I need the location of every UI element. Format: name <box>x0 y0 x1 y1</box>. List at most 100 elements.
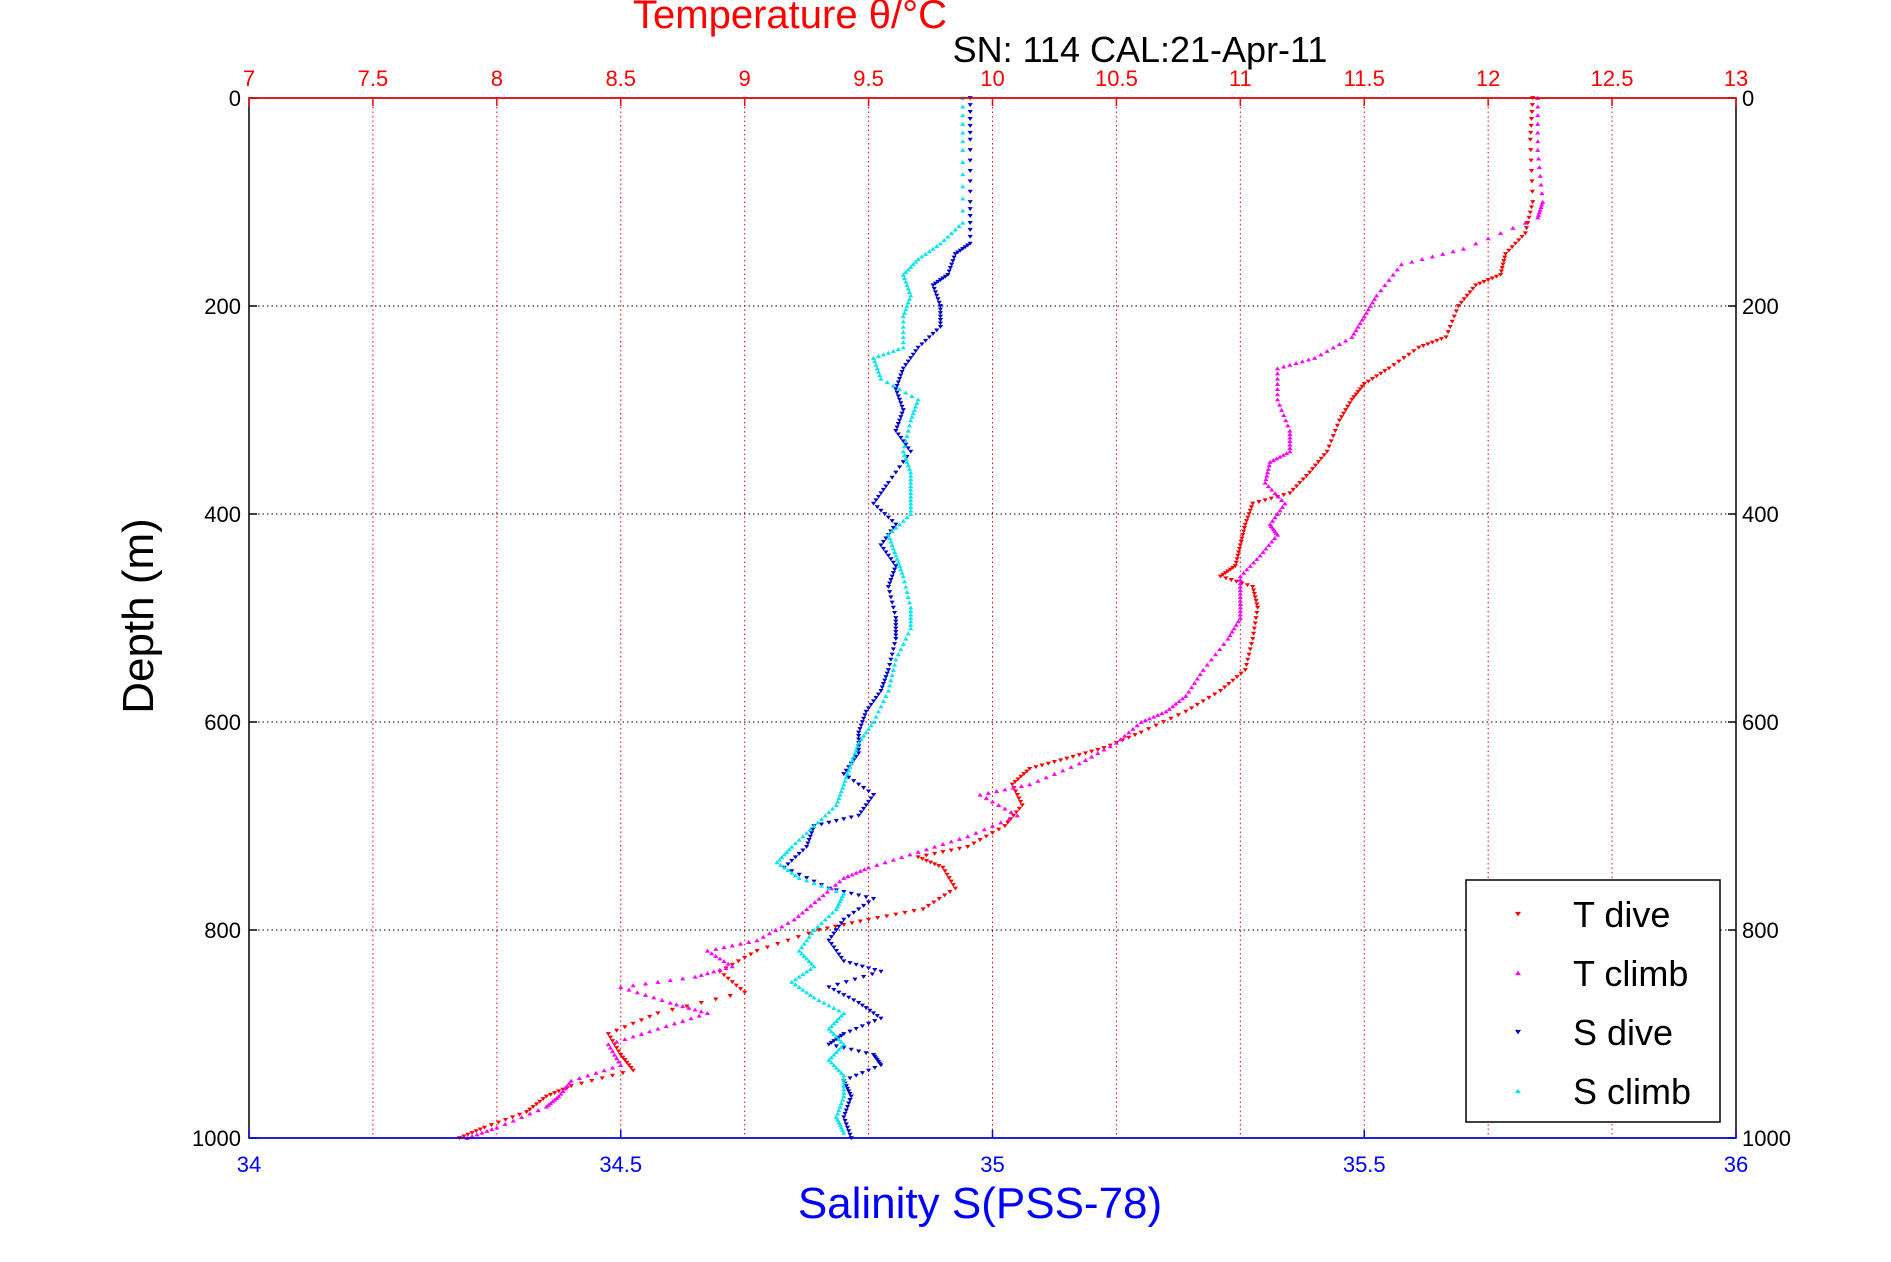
data-point <box>838 1044 844 1049</box>
data-point <box>1082 758 1089 762</box>
data-point <box>901 276 908 281</box>
data-point <box>965 834 971 839</box>
data-point <box>1089 754 1095 759</box>
data-point <box>908 356 914 361</box>
data-point <box>1212 692 1218 697</box>
data-point <box>1223 576 1229 581</box>
data-point <box>892 567 898 572</box>
data-point <box>890 348 896 353</box>
data-point <box>638 1031 645 1036</box>
data-point <box>875 916 881 920</box>
data-point <box>792 982 799 987</box>
data-point <box>880 546 887 551</box>
grid <box>249 98 1736 1138</box>
data-point <box>605 1042 611 1047</box>
data-point <box>721 959 727 964</box>
data-point <box>614 1028 620 1033</box>
data-point <box>626 987 632 992</box>
data-point <box>915 855 921 860</box>
data-point <box>634 990 640 995</box>
data-point <box>967 227 973 232</box>
data-point <box>781 865 787 870</box>
data-point <box>839 785 846 790</box>
data-point <box>1126 730 1132 735</box>
data-point <box>1200 699 1206 704</box>
data-point <box>949 231 955 236</box>
data-point <box>865 1021 872 1026</box>
data-point <box>1535 113 1541 118</box>
data-point <box>861 867 868 872</box>
data-point <box>1262 480 1268 485</box>
data-point <box>889 529 895 534</box>
data-point <box>1536 210 1542 215</box>
data-point <box>620 1071 626 1076</box>
data-point <box>844 1125 851 1130</box>
data-point <box>1287 428 1293 433</box>
data-point <box>1386 277 1392 282</box>
data-point <box>789 858 795 863</box>
data-point <box>900 439 906 444</box>
temperature-tick-label: 8 <box>491 66 503 91</box>
data-point <box>870 501 877 506</box>
temperature-tick-label: 11 <box>1229 66 1252 91</box>
data-point <box>880 539 887 544</box>
data-point <box>931 286 937 291</box>
data-point <box>620 1055 626 1060</box>
temperature-tick-label: 10 <box>980 66 1004 91</box>
data-point <box>1150 714 1157 719</box>
data-point <box>833 818 839 823</box>
temperature-tick-label: 10.5 <box>1095 66 1138 91</box>
temperature-tick-label: 9 <box>739 66 751 91</box>
data-point <box>1237 588 1243 593</box>
data-point <box>879 685 885 690</box>
data-point <box>908 477 914 482</box>
data-point <box>861 974 867 979</box>
data-point <box>1002 824 1008 829</box>
data-point <box>1312 355 1318 360</box>
data-point <box>893 912 899 917</box>
data-point <box>1378 371 1384 376</box>
data-point <box>885 688 892 693</box>
data-point <box>1324 449 1330 454</box>
data-point <box>894 556 900 561</box>
data-point <box>1237 584 1243 589</box>
data-point <box>1237 581 1243 586</box>
data-point <box>996 803 1002 808</box>
data-point <box>1274 392 1281 397</box>
data-point <box>1367 303 1374 308</box>
data-point <box>824 926 830 931</box>
data-point <box>859 964 865 969</box>
data-point <box>795 935 801 940</box>
data-point <box>857 727 863 732</box>
data-point <box>941 238 947 242</box>
data-point <box>965 243 971 248</box>
data-point <box>1336 342 1343 346</box>
depth-tick-label-right: 400 <box>1742 502 1779 527</box>
data-point <box>1229 629 1235 634</box>
data-point <box>696 1013 702 1018</box>
data-point <box>461 1134 467 1139</box>
data-point <box>878 1016 884 1021</box>
data-point <box>826 810 832 814</box>
data-point <box>831 931 837 936</box>
salinity-tick-label: 34 <box>237 1152 261 1177</box>
salinity-tick-label: 34.5 <box>599 1152 642 1177</box>
data-point <box>1006 816 1012 821</box>
data-point <box>893 636 899 641</box>
data-point <box>1051 760 1058 764</box>
data-point <box>901 452 908 457</box>
data-point <box>1283 451 1290 456</box>
data-point <box>1237 615 1243 620</box>
data-point <box>1274 381 1281 386</box>
data-point <box>1485 236 1491 241</box>
data-point <box>960 139 966 144</box>
data-point <box>899 370 905 374</box>
data-point <box>913 404 919 409</box>
series-s-dive <box>781 96 973 1141</box>
data-point <box>725 961 731 966</box>
data-point <box>647 1014 653 1019</box>
data-point <box>1277 508 1283 513</box>
data-point <box>1234 557 1240 562</box>
data-point <box>853 1026 859 1031</box>
data-point <box>883 536 889 541</box>
